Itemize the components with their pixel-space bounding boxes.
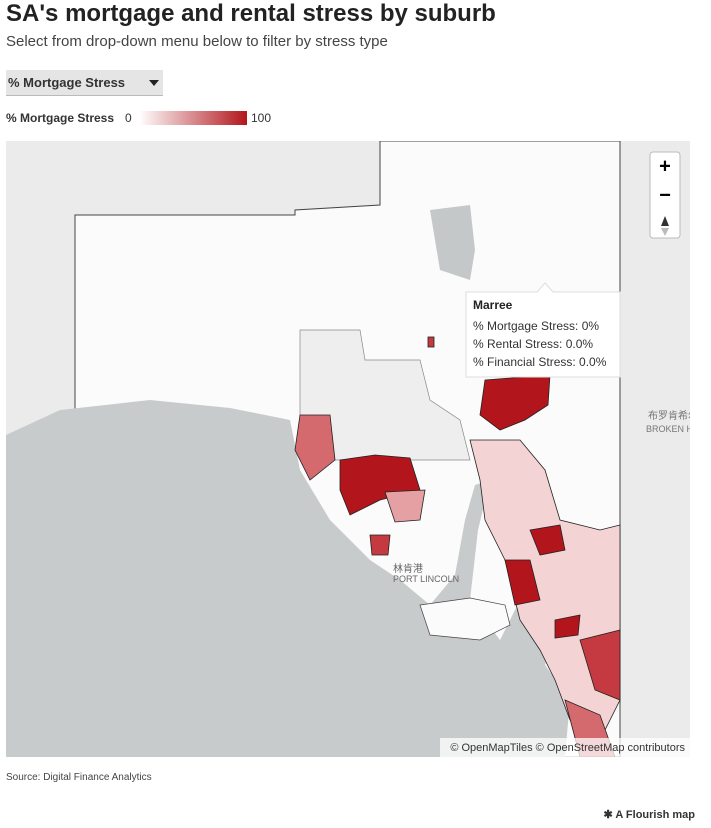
title: SA's mortgage and rental stress by subur…	[6, 0, 496, 27]
zoom-controls	[649, 151, 681, 239]
suburb	[369, 534, 391, 556]
suburb	[504, 559, 541, 606]
map-label: 林肯港	[393, 562, 423, 575]
zoom-in[interactable]: +	[659, 155, 671, 177]
credit-text: A Flourish map	[615, 809, 695, 821]
tooltip-line: % Financial Stress: 0.0%	[473, 355, 607, 369]
subtitle: Select from drop-down menu below to filt…	[6, 33, 388, 50]
zoom-out[interactable]: −	[659, 184, 671, 206]
attribution: © OpenMapTiles © OpenStreetMap contribut…	[450, 742, 685, 754]
compass[interactable]	[661, 216, 669, 226]
legend-min: 0	[125, 111, 132, 125]
legend-max: 100	[251, 111, 272, 125]
map-label: 布罗肯希尔	[648, 409, 690, 422]
suburb	[294, 414, 336, 481]
suburb	[384, 489, 426, 523]
dropdown-value: % Mortgage Stress	[8, 75, 126, 90]
dropdown[interactable]: % Mortgage Stress	[6, 70, 163, 96]
attribution-bg	[440, 738, 690, 757]
tooltip-title: Marree	[473, 298, 513, 312]
map[interactable]: 布罗肯希尔 BROKEN HI 林肯港 PORT LINCOLN + − Mar…	[6, 141, 690, 757]
sea	[6, 400, 570, 757]
map-label: BROKEN HI	[646, 424, 690, 434]
source: Source: Digital Finance Analytics	[6, 772, 152, 783]
tooltip-line: % Rental Stress: 0.0%	[473, 337, 593, 351]
map-label: PORT LINCOLN	[393, 574, 459, 584]
tooltip	[465, 282, 621, 378]
suburb	[554, 614, 581, 639]
island	[419, 597, 511, 641]
tooltip-line: % Mortgage Stress: 0%	[473, 319, 599, 333]
lake	[430, 205, 475, 280]
suburb	[529, 524, 566, 556]
dropdown-arrow	[149, 80, 159, 86]
suburb	[427, 336, 435, 348]
compass	[661, 228, 669, 236]
suburbs	[294, 336, 621, 757]
legend-gradient	[139, 111, 247, 125]
credit[interactable]: ✱ A Flourish map	[603, 809, 695, 821]
suburb	[579, 629, 621, 701]
legend-title: % Mortgage Stress	[6, 111, 115, 125]
